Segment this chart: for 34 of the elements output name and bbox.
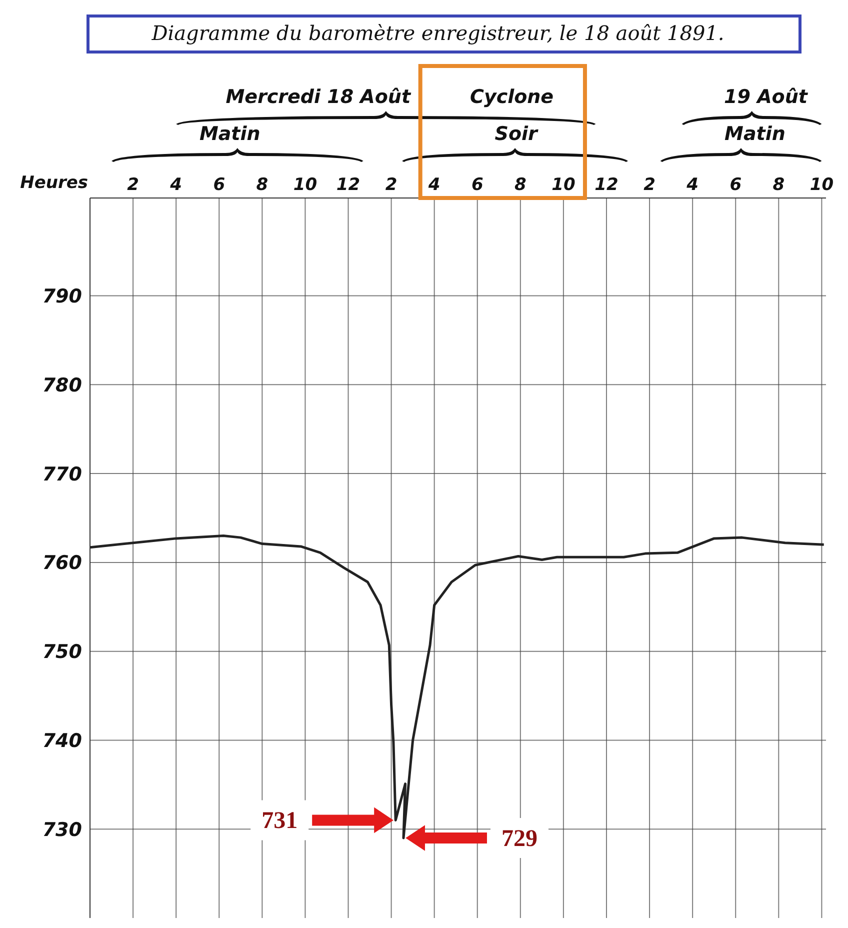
y-tick-label: 740 (42, 730, 82, 752)
x-tick-label: 10 (552, 175, 576, 195)
text: Matin (724, 123, 786, 145)
y-tick-label: 780 (42, 374, 82, 396)
x-tick-label: 4 (427, 175, 440, 195)
annotation: 731 (262, 808, 298, 834)
y-tick-label: 790 (42, 286, 82, 308)
x-tick-label: 8 (514, 175, 526, 195)
x-tick-label: 6 (730, 175, 742, 195)
x-tick-label: 6 (471, 175, 484, 195)
y-tick-label: 730 (42, 818, 82, 841)
y-tick-label: 760 (42, 552, 82, 574)
x-tick-label: 2 (127, 175, 139, 195)
chart-title: Diagramme du baromètre enregistreur, le 18 août 1891. (150, 21, 724, 45)
x-tick-label: 12 (594, 175, 618, 195)
x-tick-label: 10 (810, 175, 834, 195)
text: Soir (494, 123, 540, 145)
x-tick-label: 8 (772, 175, 785, 195)
annotation: 729 (501, 826, 538, 852)
text: Matin (199, 123, 260, 145)
text: 19 Août (724, 86, 808, 108)
text: Cyclone (470, 86, 554, 108)
x-tick-label: 8 (256, 175, 268, 195)
y-tick-label: 770 (42, 463, 82, 486)
x-tick-label: 12 (336, 175, 360, 195)
x-tick-label: 6 (213, 175, 226, 195)
x-tick-label: 4 (686, 175, 698, 195)
x-tick-label: 2 (644, 175, 656, 195)
x-tick-label: 2 (385, 175, 398, 195)
x-tick-label: 4 (169, 175, 182, 195)
y-tick-label: 750 (42, 641, 82, 664)
x-axis-title: Heures (20, 173, 88, 193)
text: Mercredi 18 Août (226, 86, 412, 108)
x-tick-label: 10 (293, 175, 318, 195)
